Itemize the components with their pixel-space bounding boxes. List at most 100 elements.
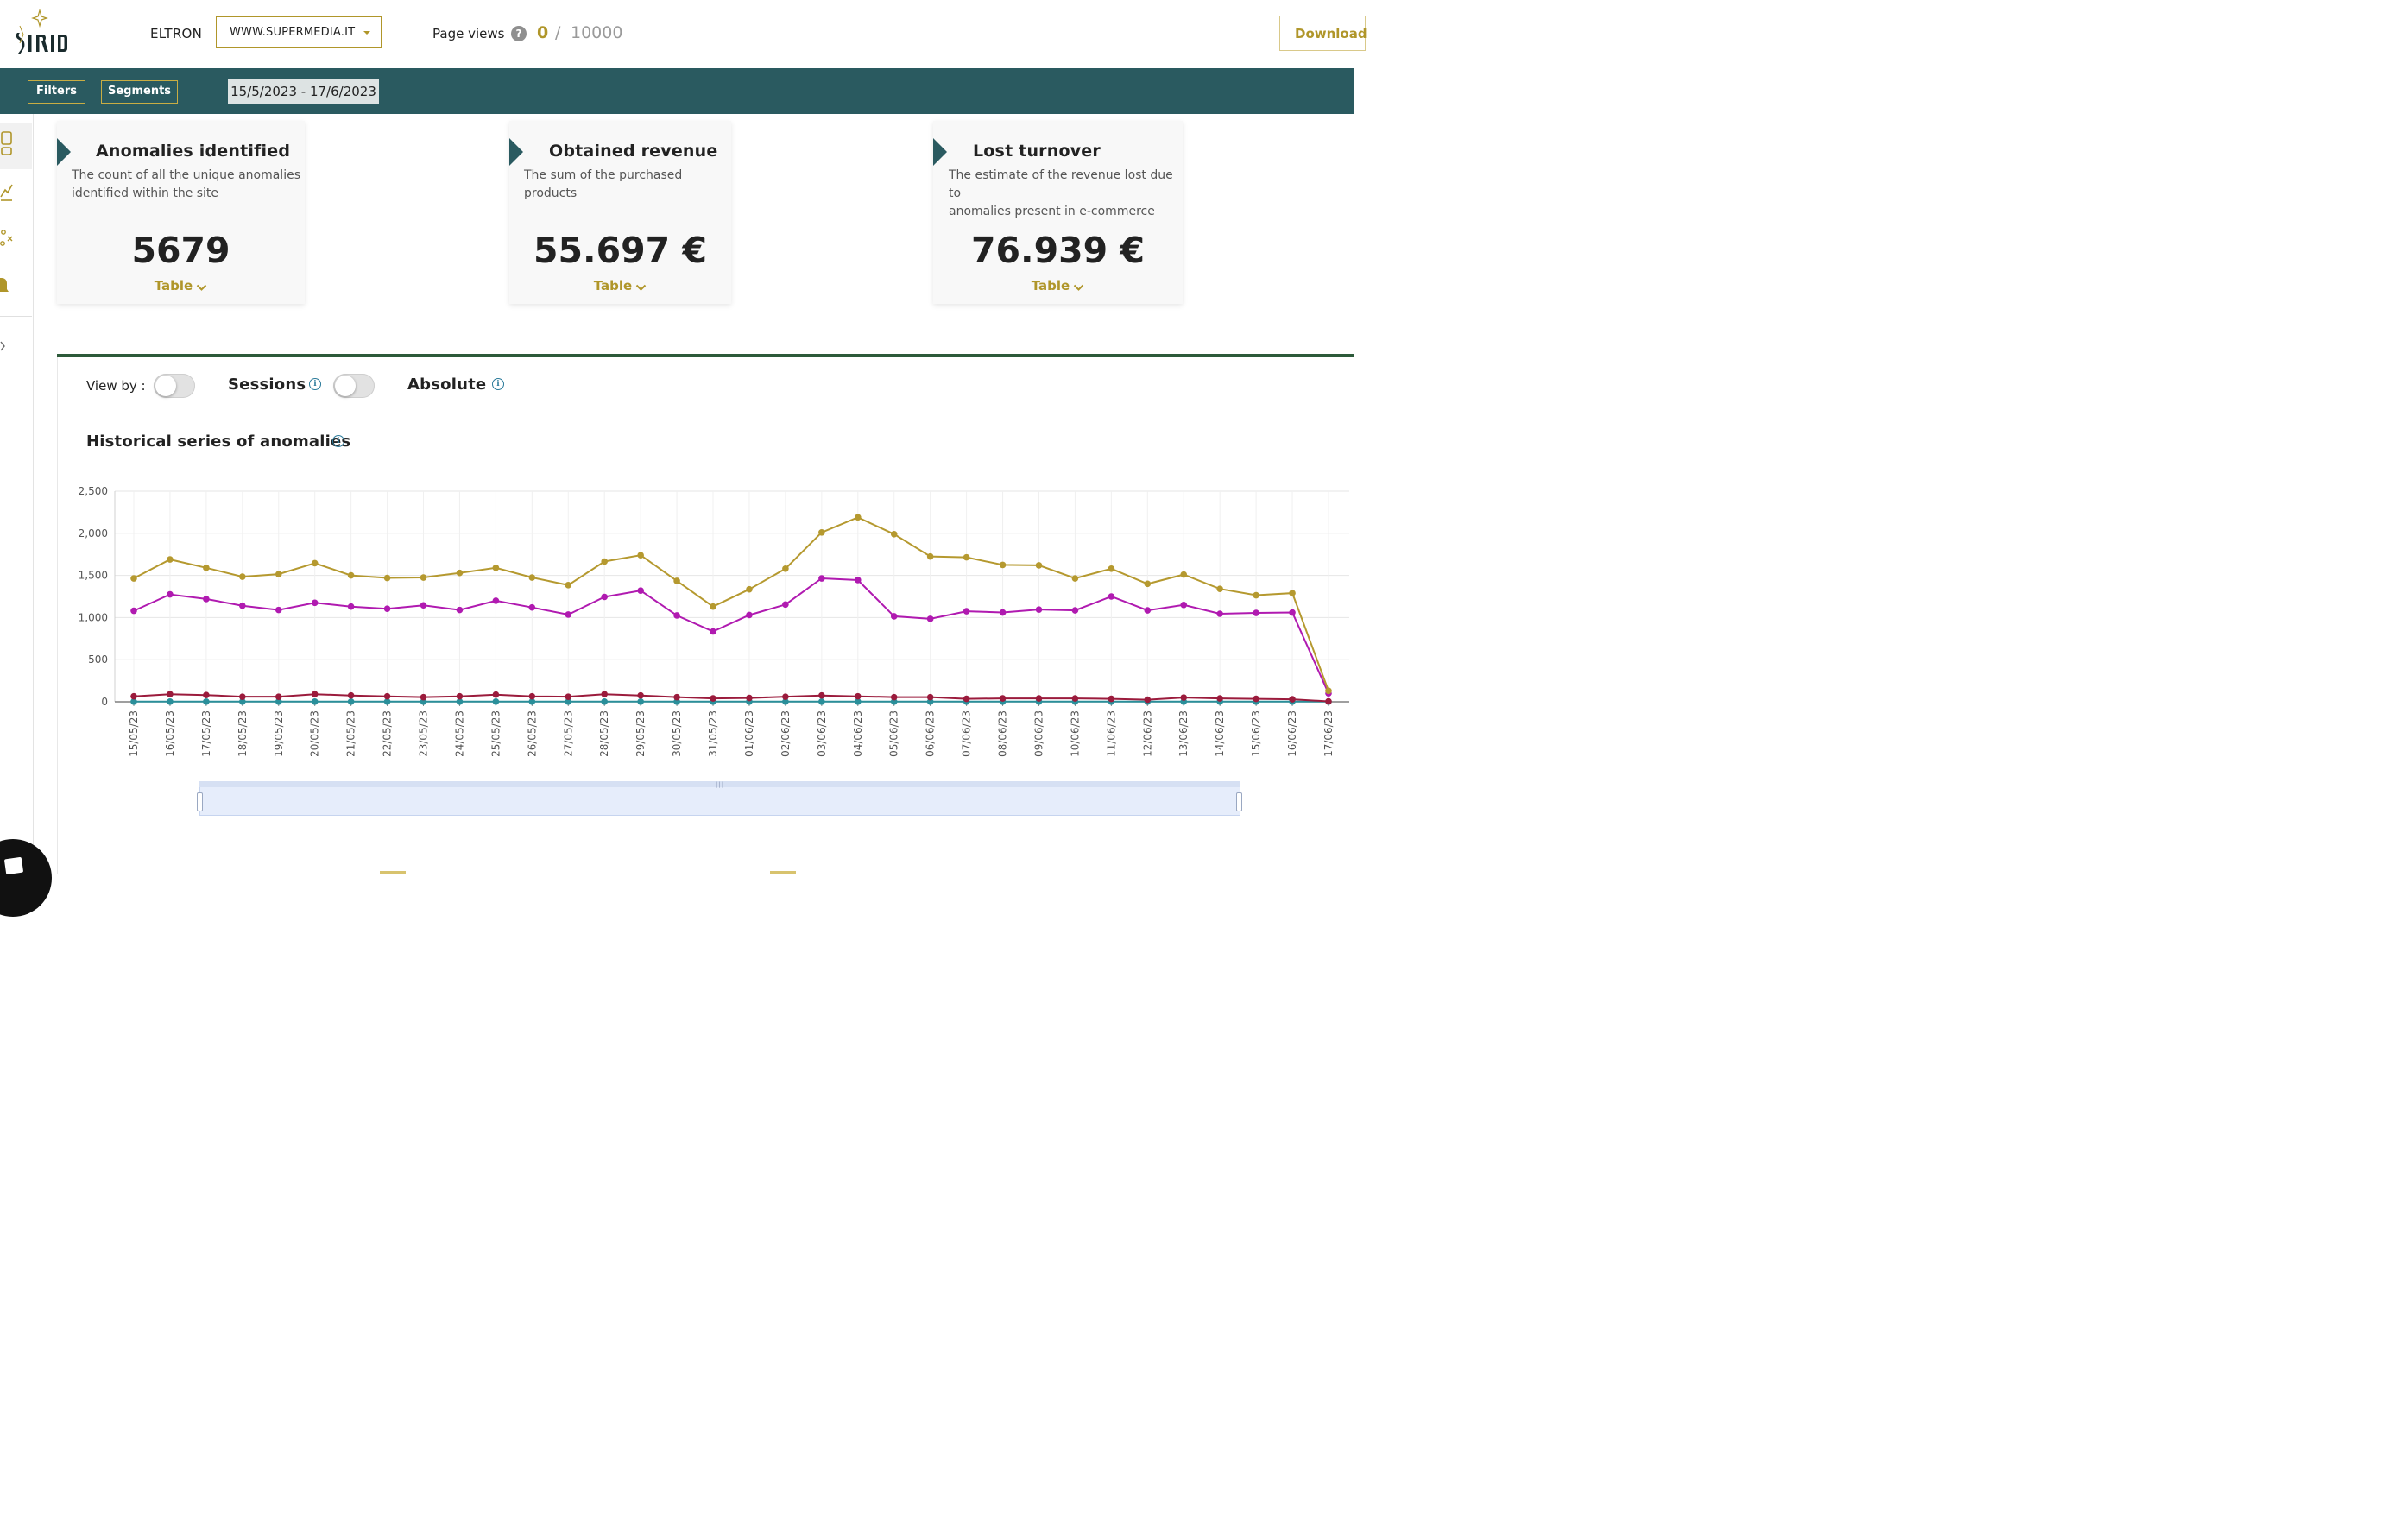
series-point [601,558,609,565]
date-range-picker[interactable]: 15/5/2023 - 17/6/2023 [228,79,379,104]
series-point [528,603,536,611]
series-point [311,698,319,705]
series-point [926,615,934,622]
help-icon[interactable]: ? [511,26,527,41]
info-icon[interactable]: i [492,378,504,390]
x-tick-label: 21/05/23 [345,710,357,757]
series-point [275,571,282,578]
series-point [818,698,825,705]
bell-icon[interactable] [0,276,10,297]
card-flag-icon [57,138,71,166]
series-point [1253,591,1259,599]
x-tick-label: 05/06/23 [888,710,900,757]
y-tick-label: 2,000 [79,527,108,540]
series-point [746,694,753,702]
x-tick-label: 17/06/23 [1322,710,1335,757]
site-select[interactable]: WWW.SUPERMEDIA.IT [216,16,382,48]
expand-chevron-icon[interactable] [0,340,7,352]
series-point [130,607,137,615]
top-bar: ELTRON WWW.SUPERMEDIA.IT Page views ? 0 … [0,0,1367,68]
filters-button[interactable]: Filters [28,80,85,104]
series-point [818,575,825,582]
series-point [999,561,1007,569]
card-flag-icon [933,138,947,166]
x-tick-label: 14/06/23 [1214,710,1226,757]
series-point [203,596,210,603]
series-point [1325,687,1332,695]
sirio-logo[interactable] [12,9,67,57]
series-point [854,577,862,584]
series-point [420,574,427,581]
series-point [963,608,970,615]
absolute-toggle[interactable] [333,374,375,398]
panel-top-rule [57,354,1354,357]
series-point [492,597,500,604]
series-point [456,698,464,705]
series-point [890,613,898,620]
series-point [746,611,753,619]
table-toggle[interactable]: Table [933,278,1183,293]
absolute-label: Absolute [407,376,487,394]
series-point [890,530,898,538]
x-tick-label: 24/05/23 [453,710,465,757]
series-point [782,565,789,572]
series-point [239,602,246,609]
series-point [275,693,282,700]
series-point [1216,585,1223,593]
series-point [818,529,825,536]
series-point [890,693,898,701]
dashboard-icon[interactable] [0,131,14,157]
x-tick-label: 13/06/23 [1177,710,1190,757]
series-point [383,574,391,582]
table-toggle[interactable]: Table [57,278,305,293]
series-point [1071,607,1079,614]
download-button[interactable]: Download [1279,16,1367,51]
series-point [203,698,210,705]
card-description: The count of all the unique anomalies id… [72,167,300,203]
y-tick-label: 0 [101,696,108,708]
series-point [1108,593,1115,600]
sessions-label: Sessions [228,376,306,394]
x-tick-label: 19/05/23 [273,710,285,757]
series-point [926,693,934,701]
chart-title: Historical series of anomalies [86,432,351,451]
download-label: Download [1295,26,1367,41]
segments-button[interactable]: Segments [101,80,178,104]
card-title: Lost turnover [973,142,1101,161]
range-slider-bar[interactable] [199,781,1240,787]
series-point [275,698,282,705]
card-flag-icon [509,138,523,166]
page-views-label: Page views [432,26,505,41]
series-point [782,693,789,700]
chevron-down-icon [1074,284,1084,291]
series-point [673,612,680,619]
series-point [710,628,716,635]
view-by-toggle[interactable] [154,374,195,398]
x-tick-label: 15/06/23 [1250,710,1262,757]
series-point [782,698,789,705]
trend-chart-icon[interactable] [0,181,14,204]
x-tick-label: 01/06/23 [743,710,755,757]
card-description: The estimate of the revenue lost due to … [949,167,1183,221]
x-tick-label: 20/05/23 [309,710,321,757]
series-point [239,573,246,580]
anomaly-scatter-icon[interactable] [0,228,14,249]
series-point [1108,565,1115,572]
x-tick-label: 12/06/23 [1141,710,1153,757]
range-slider-start-handle[interactable] [197,792,203,811]
series-point [710,603,716,610]
x-tick-label: 07/06/23 [961,710,973,757]
x-tick-label: 25/05/23 [489,710,502,757]
range-slider-grip-icon[interactable]: ||| [716,781,725,788]
range-slider-end-handle[interactable] [1236,792,1242,811]
table-toggle[interactable]: Table [509,278,731,293]
chevron-down-icon [636,284,647,291]
series-point [528,692,536,700]
info-icon[interactable]: i [309,378,321,390]
footer-tab-indicator [380,871,406,874]
card-description-line-2: anomalies present in e-commerce [949,205,1155,218]
x-tick-label: 23/05/23 [418,710,430,757]
info-icon[interactable]: i [332,435,344,447]
series-point [347,603,355,610]
series-line [133,516,1329,691]
